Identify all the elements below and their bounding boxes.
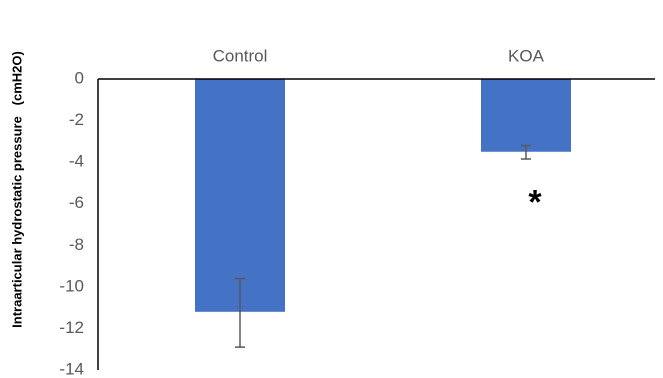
bar bbox=[195, 79, 285, 312]
annotations: * bbox=[528, 184, 542, 222]
error-bar bbox=[235, 277, 245, 348]
y-tick-label: -8 bbox=[69, 235, 84, 254]
y-tick-label: -10 bbox=[59, 276, 84, 295]
x-category-label: Control bbox=[213, 46, 268, 65]
y-axis-ticks: 0 -2 -4 -6 -8 -10 -12 -14 bbox=[59, 68, 84, 378]
x-category-label: KOA bbox=[508, 46, 545, 65]
y-tick-label: -12 bbox=[59, 318, 84, 337]
y-tick-label: -6 bbox=[69, 193, 84, 212]
y-axis-title-group: Intraarticular hydrostatic pressure (cmH… bbox=[9, 51, 24, 328]
y-axis-title: Intraarticular hydrostatic pressure (cmH… bbox=[9, 51, 24, 328]
x-axis-categories: Control KOA bbox=[213, 46, 545, 65]
y-tick-label: 0 bbox=[75, 68, 84, 87]
bars bbox=[195, 79, 571, 312]
y-tick-label: -4 bbox=[69, 152, 84, 171]
y-tick-label: -2 bbox=[69, 110, 84, 129]
bar bbox=[481, 79, 571, 152]
error-bars bbox=[235, 144, 531, 348]
axes bbox=[97, 78, 655, 370]
y-tick-label: -14 bbox=[59, 359, 84, 378]
significance-asterisk: * bbox=[528, 184, 542, 222]
error-bar bbox=[521, 144, 531, 160]
